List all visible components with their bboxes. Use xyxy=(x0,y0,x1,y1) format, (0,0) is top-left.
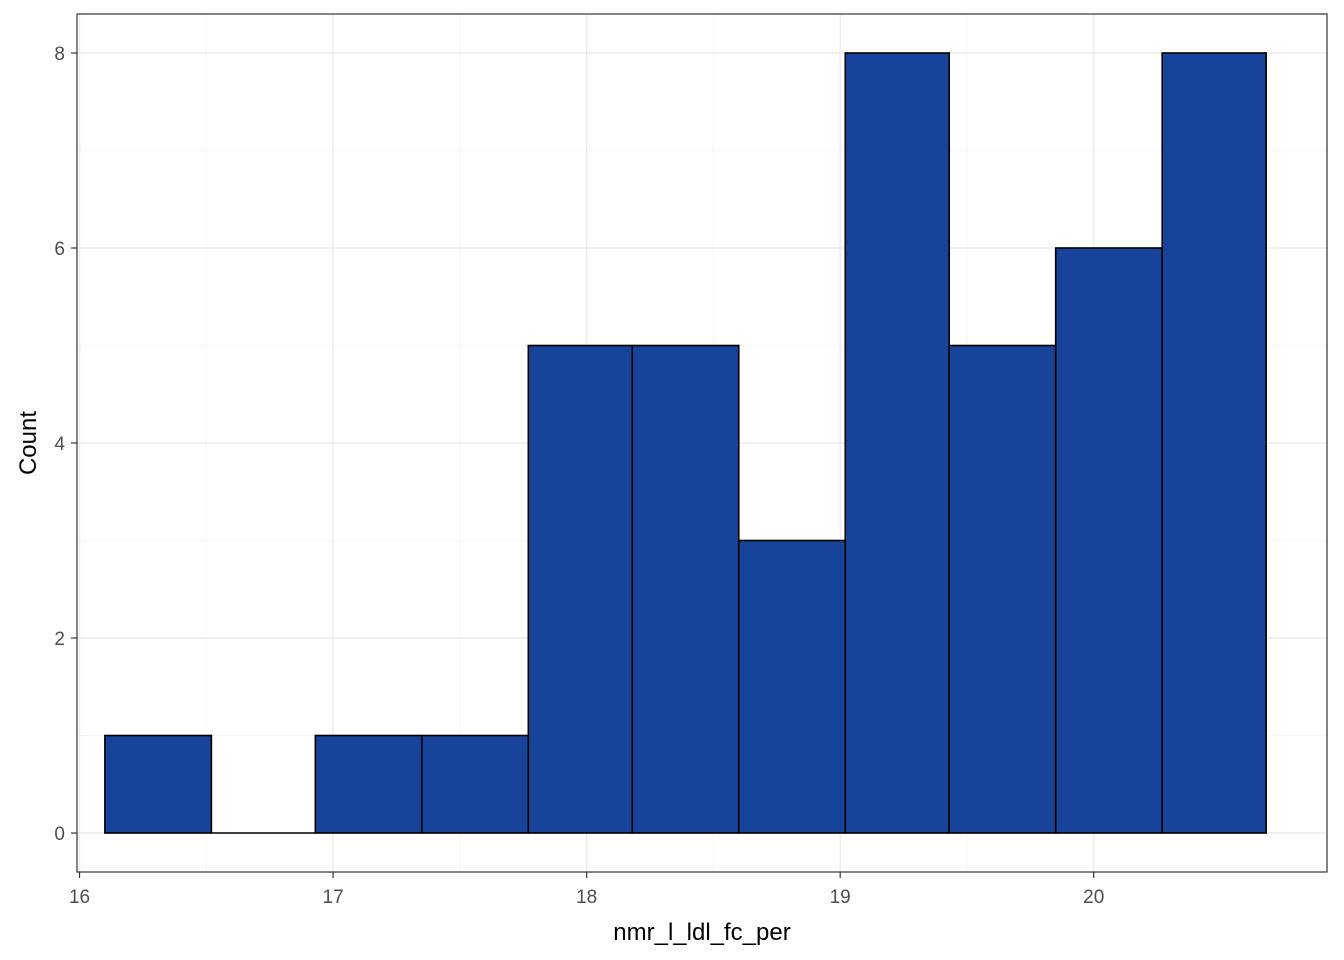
histogram-bar xyxy=(421,734,530,834)
histogram-bar xyxy=(314,734,423,834)
histogram-bar xyxy=(104,734,213,834)
x-tick-label: 16 xyxy=(69,887,90,908)
x-tick-label: 20 xyxy=(1083,887,1104,908)
histogram-bar xyxy=(527,344,634,834)
histogram-bar xyxy=(1161,52,1267,834)
y-tick-label: 4 xyxy=(54,434,65,455)
y-tick-label: 2 xyxy=(54,629,65,650)
histogram-bar xyxy=(948,344,1057,834)
x-axis-title: nmr_l_ldl_fc_per xyxy=(613,919,790,946)
y-tick-label: 8 xyxy=(54,44,65,65)
x-tick-label: 17 xyxy=(323,887,344,908)
histogram-bar xyxy=(631,344,740,834)
y-axis: 0 2 4 6 8 xyxy=(54,44,77,845)
y-tick-label: 0 xyxy=(54,824,65,845)
x-tick-label: 18 xyxy=(576,887,597,908)
y-axis-title: Count xyxy=(15,411,42,475)
histogram-bar xyxy=(844,52,951,834)
histogram-bar xyxy=(737,539,847,834)
x-tick-label: 19 xyxy=(830,887,851,908)
histogram-bar xyxy=(1054,247,1163,834)
y-tick-label: 6 xyxy=(54,239,65,260)
histogram-bars xyxy=(104,52,1267,834)
x-axis: 16 17 18 19 20 xyxy=(69,872,1104,908)
